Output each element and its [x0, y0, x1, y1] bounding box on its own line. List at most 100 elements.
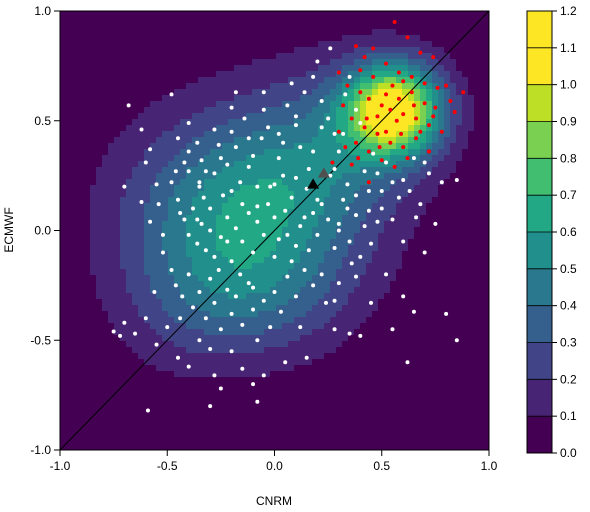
density-cell — [234, 221, 241, 228]
density-cell — [342, 269, 349, 276]
density-cell — [384, 233, 391, 240]
density-cell — [102, 347, 109, 354]
density-cell — [186, 311, 193, 318]
density-cell — [132, 59, 139, 66]
density-cell — [402, 365, 409, 372]
density-cell — [216, 299, 223, 306]
density-cell — [102, 425, 109, 432]
density-cell — [150, 185, 157, 192]
density-cell — [402, 29, 409, 36]
density-cell — [264, 239, 271, 246]
density-cell — [354, 167, 361, 174]
density-cell — [270, 137, 277, 144]
density-cell — [342, 131, 349, 138]
density-cell — [240, 359, 247, 366]
density-cell — [366, 227, 373, 234]
density-cell — [462, 317, 469, 324]
density-cell — [144, 65, 151, 72]
density-cell — [402, 299, 409, 306]
density-cell — [282, 407, 289, 414]
density-cell — [456, 233, 463, 240]
density-cell — [198, 323, 205, 330]
density-cell — [156, 17, 163, 24]
density-cell — [66, 359, 73, 366]
density-cell — [210, 101, 217, 108]
density-cell — [192, 23, 199, 30]
density-cell — [150, 329, 157, 336]
density-cell — [204, 383, 211, 390]
density-cell — [348, 29, 355, 36]
density-cell — [102, 197, 109, 204]
density-cell — [258, 125, 265, 132]
density-cell — [102, 317, 109, 324]
density-cell — [420, 47, 427, 54]
density-cell — [300, 341, 307, 348]
density-cell — [438, 149, 445, 156]
density-cell — [456, 401, 463, 408]
density-cell — [468, 71, 475, 78]
density-cell — [324, 317, 331, 324]
density-cell — [156, 149, 163, 156]
density-cell — [96, 251, 103, 258]
density-cell — [84, 383, 91, 390]
density-cell — [324, 41, 331, 48]
density-cell — [426, 47, 433, 54]
density-cell — [222, 143, 229, 150]
density-cell — [234, 137, 241, 144]
density-cell — [72, 185, 79, 192]
density-cell — [84, 311, 91, 318]
density-cell — [420, 35, 427, 42]
density-cell — [330, 365, 337, 372]
density-cell — [300, 407, 307, 414]
density-cell — [468, 383, 475, 390]
density-cell — [222, 377, 229, 384]
density-cell — [144, 29, 151, 36]
density-cell — [192, 377, 199, 384]
density-cell — [192, 287, 199, 294]
density-cell — [426, 41, 433, 48]
density-cell — [336, 275, 343, 282]
density-cell — [216, 413, 223, 420]
density-cell — [378, 311, 385, 318]
density-cell — [390, 275, 397, 282]
density-cell — [258, 269, 265, 276]
density-cell — [372, 101, 379, 108]
density-cell — [396, 209, 403, 216]
density-cell — [414, 371, 421, 378]
density-cell — [264, 191, 271, 198]
density-cell — [294, 269, 301, 276]
density-cell — [342, 167, 349, 174]
density-cell — [330, 305, 337, 312]
density-cell — [228, 209, 235, 216]
density-cell — [318, 323, 325, 330]
density-cell — [234, 11, 241, 18]
density-cell — [192, 227, 199, 234]
density-cell — [90, 59, 97, 66]
density-cell — [270, 95, 277, 102]
density-cell — [462, 17, 469, 24]
density-cell — [120, 299, 127, 306]
density-cell — [138, 149, 145, 156]
density-cell — [306, 89, 313, 96]
density-cell — [396, 137, 403, 144]
density-cell — [78, 209, 85, 216]
density-cell — [288, 119, 295, 126]
density-cell — [216, 185, 223, 192]
density-cell — [420, 227, 427, 234]
density-cell — [252, 167, 259, 174]
density-cell — [288, 365, 295, 372]
density-cell — [366, 107, 373, 114]
density-cell — [378, 59, 385, 66]
density-cell — [384, 401, 391, 408]
density-cell — [132, 173, 139, 180]
density-cell — [384, 101, 391, 108]
density-cell — [330, 89, 337, 96]
density-cell — [312, 233, 319, 240]
density-cell — [126, 107, 133, 114]
density-cell — [108, 359, 115, 366]
density-cell — [180, 329, 187, 336]
density-cell — [72, 311, 79, 318]
density-cell — [318, 101, 325, 108]
density-cell — [234, 149, 241, 156]
density-cell — [456, 185, 463, 192]
